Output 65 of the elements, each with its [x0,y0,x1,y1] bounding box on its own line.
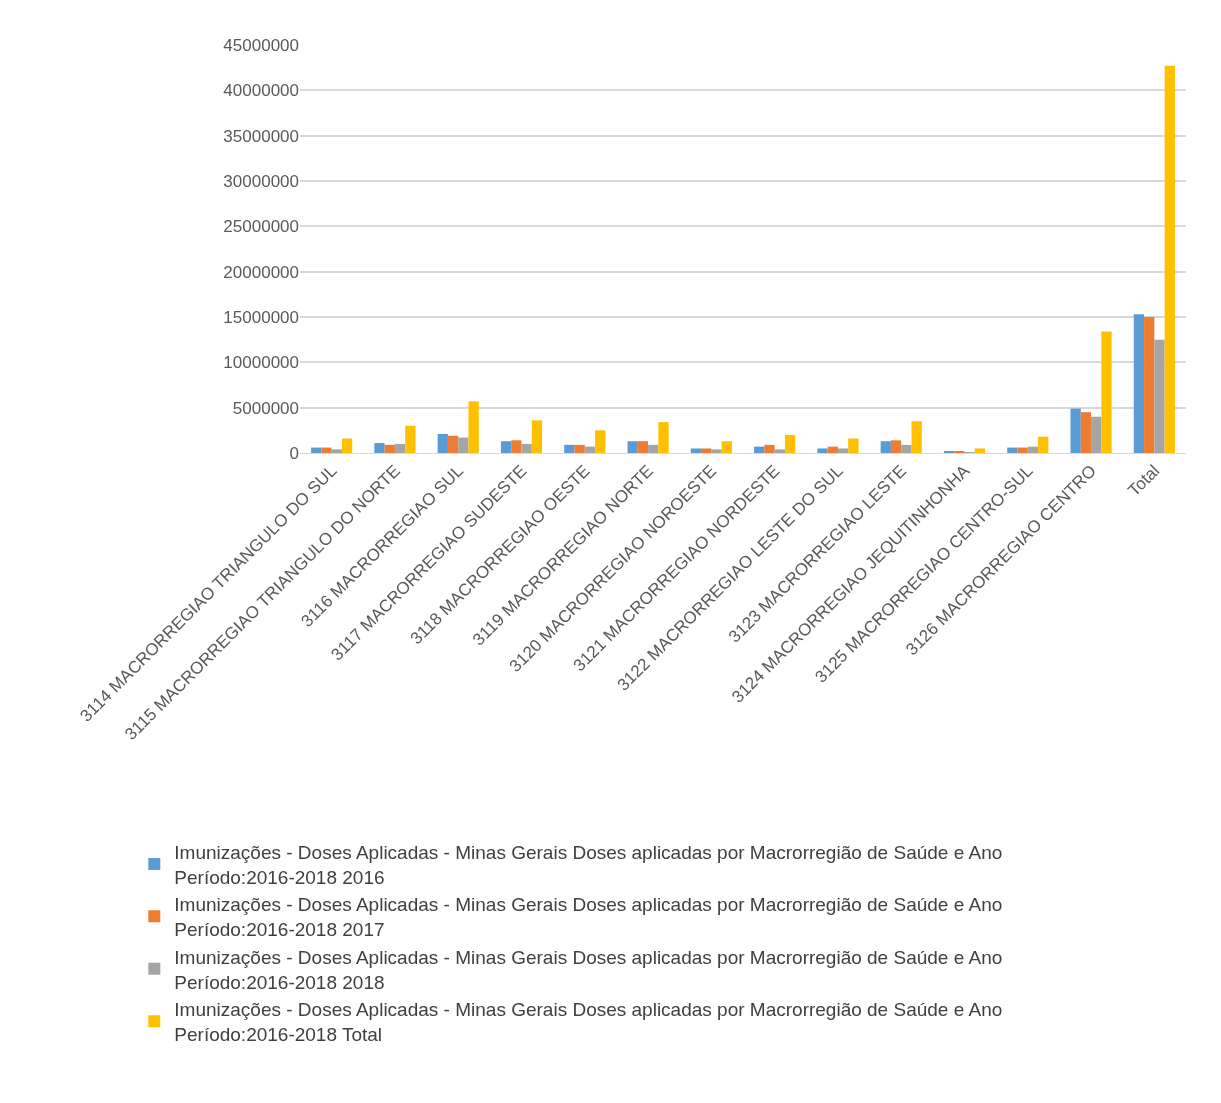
bar [848,438,859,453]
bar [690,448,702,453]
y-tick-label: 40000000 [223,81,299,101]
bar [648,444,659,453]
bar [384,444,395,453]
bar [341,438,353,453]
bar [564,444,575,453]
bar [1027,446,1039,453]
bar [880,441,891,453]
legend-label: Imunizações - Doses Aplicadas - Minas Gerais Doses aplicadas por Macrorregião de Saúde e Ano Período:2016-2018 2018 [174,946,1003,993]
bar [701,448,712,453]
bar [721,441,732,453]
bar [531,420,543,453]
bar [837,448,849,453]
bar [574,444,585,453]
bar [1070,408,1081,453]
y-tick-label: 15000000 [223,307,299,327]
y-tick-label: 30000000 [223,171,299,191]
bar [468,401,479,453]
y-tick-label: 45000000 [223,35,299,55]
bar [331,449,342,453]
bar [374,443,385,453]
bar [1101,331,1112,453]
bar [321,447,332,453]
bar [1038,436,1049,453]
bar [521,443,532,453]
bar [1133,314,1145,453]
y-tick-label: 20000000 [223,262,299,282]
bar [784,434,796,453]
bar [1144,317,1155,453]
bar [405,425,416,453]
y-tick-label: 10000000 [223,353,299,373]
bar [1091,416,1102,453]
bar [1154,339,1165,453]
y-tick-label: 0 [289,443,299,463]
legend-label: Imunizações - Doses Aplicadas - Minas Gerais Doses aplicadas por Macrorregião de Saúde e Ano Período:2016-2018 2017 [174,894,1003,941]
bar [584,446,596,453]
bar [437,433,448,453]
bar [901,444,912,453]
y-tick-label: 5000000 [232,398,299,418]
bar [774,449,785,453]
bar [658,422,669,453]
bar [827,446,838,453]
bar [764,444,775,453]
bar [711,449,722,453]
bar [1080,412,1092,453]
bar [511,440,522,453]
bar [447,435,459,453]
y-tick-label: 25000000 [223,217,299,237]
bar [627,441,638,453]
bar [890,440,902,453]
legend-label: Imunizações - Doses Aplicadas - Minas Gerais Doses aplicadas por Macrorregião de Saúde e Ano Período:2016-2018 2016 [174,842,1003,888]
bar [1164,65,1175,453]
y-tick-label: 35000000 [223,126,299,146]
bar [595,430,606,453]
bar [974,448,986,453]
bar [911,421,922,453]
legend-label: Imunizações - Doses Aplicadas - Minas Gerais Doses aplicadas por Macrorregião de Saúde e Ano Período:2016-2018 Total [174,999,1003,1045]
bar [394,443,406,453]
bar [817,448,828,453]
bar [754,446,765,453]
bar [458,437,469,453]
bar [1007,447,1018,453]
bar [500,441,512,453]
bar [637,441,649,453]
